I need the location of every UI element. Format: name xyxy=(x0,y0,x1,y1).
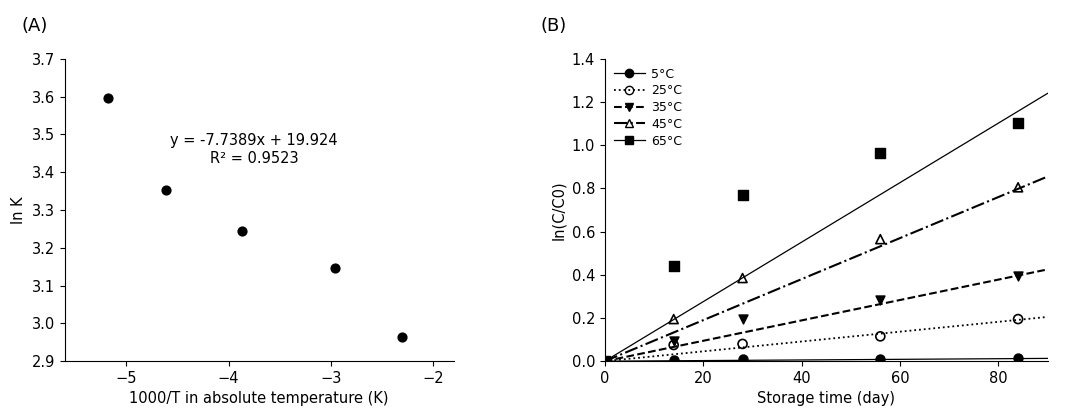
Point xyxy=(734,341,752,347)
Point xyxy=(872,333,889,340)
Point xyxy=(734,316,752,323)
Point xyxy=(1010,184,1027,191)
Text: y = -7.7389x + 19.924
R² = 0.9523: y = -7.7389x + 19.924 R² = 0.9523 xyxy=(171,133,338,166)
Y-axis label: ln K: ln K xyxy=(11,196,26,224)
Point xyxy=(872,150,889,156)
Point xyxy=(326,265,343,271)
Point xyxy=(734,356,752,363)
Point xyxy=(665,341,683,348)
Point xyxy=(872,296,889,303)
Point xyxy=(233,228,251,234)
Point xyxy=(734,192,752,198)
Point xyxy=(1010,273,1027,279)
Point xyxy=(596,358,613,365)
Point xyxy=(665,316,683,323)
Point xyxy=(99,94,117,101)
Point xyxy=(734,275,752,281)
Point xyxy=(1010,119,1027,126)
Point xyxy=(665,263,683,270)
Point xyxy=(394,334,411,341)
Point xyxy=(872,236,889,242)
Text: (A): (A) xyxy=(22,17,48,35)
Point xyxy=(665,337,683,344)
Point xyxy=(1010,316,1027,323)
X-axis label: Storage time (day): Storage time (day) xyxy=(757,391,895,407)
Point xyxy=(1010,354,1027,361)
Point xyxy=(872,356,889,362)
Point xyxy=(596,358,613,365)
Point xyxy=(596,358,613,365)
Point xyxy=(596,358,613,365)
Text: (B): (B) xyxy=(540,17,566,35)
Y-axis label: ln(C/C0): ln(C/C0) xyxy=(551,180,566,240)
Point xyxy=(596,358,613,365)
Point xyxy=(665,357,683,363)
X-axis label: 1000/T in absolute temperature (K): 1000/T in absolute temperature (K) xyxy=(130,391,389,407)
Legend: 5°C, 25°C, 35°C, 45°C, 65°C: 5°C, 25°C, 35°C, 45°C, 65°C xyxy=(611,65,685,150)
Point xyxy=(158,187,175,194)
